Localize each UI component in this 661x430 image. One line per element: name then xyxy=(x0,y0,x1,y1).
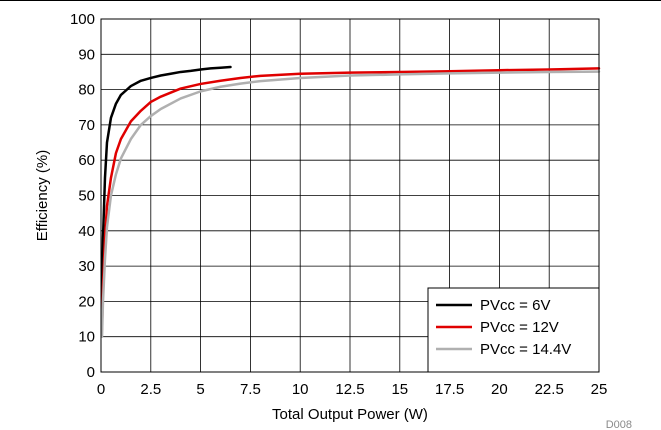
y-axis-label: Efficiency (%) xyxy=(34,150,51,241)
x-tick-label: 2.5 xyxy=(140,381,161,398)
y-tick-label: 70 xyxy=(78,117,95,134)
series-line-1 xyxy=(100,67,601,331)
top-rule xyxy=(0,0,661,1)
x-tick-label: 7.5 xyxy=(240,381,261,398)
legend-label-1: PVcc = 12V xyxy=(480,319,559,336)
series-line-0 xyxy=(100,65,232,303)
legend-label-2: PVcc = 14.4V xyxy=(480,341,571,358)
x-tick-label: 5 xyxy=(196,381,204,398)
legend-box xyxy=(427,287,600,373)
y-tick-label: 20 xyxy=(78,293,95,310)
x-tick-label: 12.5 xyxy=(335,381,364,398)
series-line-2 xyxy=(100,70,601,338)
x-tick-labels: 0 2.5 5 7.5 10 12.5 15 17.5 20 22.5 25 xyxy=(97,381,608,398)
x-tick-label: 25 xyxy=(591,381,608,398)
y-tick-label: 30 xyxy=(78,258,95,275)
y-tick-label: 0 xyxy=(87,364,95,381)
series-lines xyxy=(100,65,601,338)
y-tick-label: 60 xyxy=(78,152,95,169)
legend: PVcc = 6V PVcc = 12V PVcc = 14.4V xyxy=(427,287,600,373)
figure-code: D008 xyxy=(606,419,632,430)
x-tick-label: 15 xyxy=(391,381,408,398)
x-tick-label: 22.5 xyxy=(535,381,564,398)
plot-frame xyxy=(100,18,600,373)
y-tick-label: 90 xyxy=(78,46,95,63)
y-tick-label: 40 xyxy=(78,223,95,240)
y-tick-label: 100 xyxy=(70,11,95,28)
x-tick-label: 10 xyxy=(292,381,309,398)
x-tick-label: 0 xyxy=(97,381,105,398)
x-tick-label: 20 xyxy=(491,381,508,398)
y-tick-label: 80 xyxy=(78,82,95,99)
y-tick-label: 10 xyxy=(78,329,95,346)
legend-label-0: PVcc = 6V xyxy=(480,297,550,314)
y-tick-label: 50 xyxy=(78,188,95,205)
x-axis-label: Total Output Power (W) xyxy=(272,406,428,423)
x-tick-label: 17.5 xyxy=(435,381,464,398)
y-tick-labels: 0 10 20 30 40 50 60 70 80 90 100 xyxy=(70,11,95,381)
